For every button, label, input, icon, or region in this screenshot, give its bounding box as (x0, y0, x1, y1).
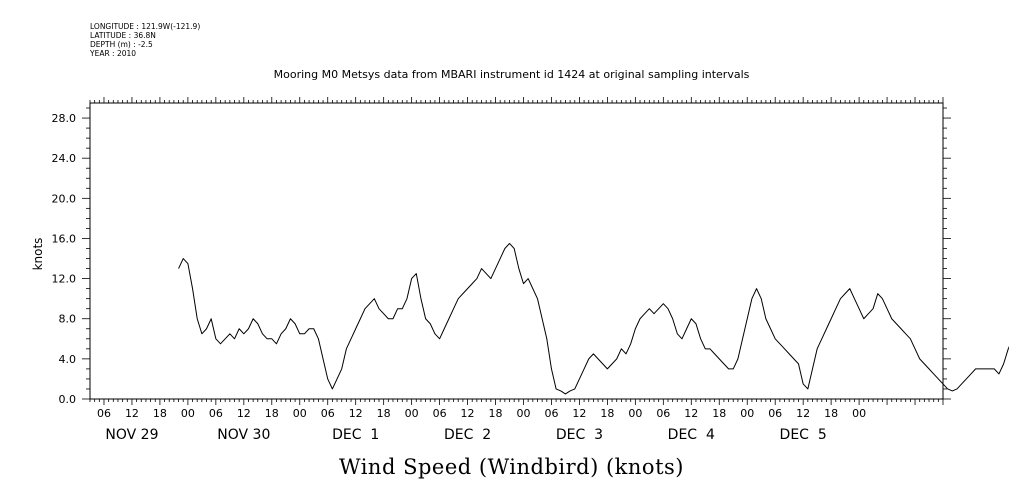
x-hour-tick-label: 00 (405, 407, 419, 420)
x-hour-tick-label: 06 (97, 407, 111, 420)
x-hour-tick-label: 00 (740, 407, 754, 420)
x-hour-tick-label: 18 (153, 407, 167, 420)
x-axis-title: Wind Speed (Windbird) (knots) (339, 455, 684, 479)
x-hour-tick-label: 12 (237, 407, 251, 420)
y-tick-label: 8.0 (59, 313, 77, 326)
x-hour-tick-label: 00 (516, 407, 530, 420)
metadata-block: LONGITUDE : 121.9W(-121.9) LATITUDE : 36… (90, 22, 200, 58)
x-hour-tick-label: 12 (684, 407, 698, 420)
x-hour-tick-label: 00 (852, 407, 866, 420)
y-tick-label: 16.0 (52, 232, 77, 245)
latitude-text: LATITUDE : 36.8N (90, 31, 156, 40)
x-hour-tick-label: 18 (712, 407, 726, 420)
y-tick-label: 4.0 (59, 353, 77, 366)
x-day-label: NOV 30 (217, 427, 270, 443)
y-axis-title: knots (31, 238, 45, 271)
depth-text: DEPTH (m) : -2.5 (90, 40, 153, 49)
longitude-text: LONGITUDE : 121.9W(-121.9) (90, 22, 201, 31)
y-tick-label: 0.0 (59, 393, 77, 406)
x-day-label: DEC 2 (444, 427, 491, 443)
y-tick-label: 12.0 (52, 273, 77, 286)
x-hour-tick-label: 06 (544, 407, 558, 420)
x-hour-tick-label: 12 (796, 407, 810, 420)
x-hour-tick-label: 06 (768, 407, 782, 420)
x-hour-tick-label: 12 (349, 407, 363, 420)
x-hour-tick-label: 12 (461, 407, 475, 420)
y-tick-label: 24.0 (52, 152, 77, 165)
year-text: YEAR : 2010 (90, 49, 137, 58)
plot-frame (89, 102, 944, 400)
x-hour-tick-label: 18 (489, 407, 503, 420)
y-tick-label: 28.0 (52, 112, 77, 125)
x-hour-tick-label: 18 (377, 407, 391, 420)
x-hour-tick-label: 18 (824, 407, 838, 420)
x-hour-tick-label: 12 (125, 407, 139, 420)
x-hour-tick-label: 06 (321, 407, 335, 420)
chart-title: Mooring M0 Metsys data from MBARI instru… (273, 68, 750, 81)
x-hour-tick-label: 00 (628, 407, 642, 420)
x-day-label: DEC 3 (556, 427, 603, 443)
y-tick-label: 20.0 (52, 192, 77, 205)
x-hour-tick-label: 12 (572, 407, 586, 420)
x-hour-tick-label: 06 (433, 407, 447, 420)
x-hour-tick-label: 18 (600, 407, 614, 420)
x-hour-tick-label: 06 (209, 407, 223, 420)
x-hour-tick-label: 06 (656, 407, 670, 420)
wind-speed-series-line (178, 242, 1009, 395)
x-day-label: NOV 29 (105, 427, 158, 443)
x-hour-tick-label: 18 (265, 407, 279, 420)
x-day-label: DEC 4 (668, 427, 715, 443)
x-day-label: DEC 1 (332, 427, 379, 443)
x-day-label: DEC 5 (780, 427, 827, 443)
x-hour-tick-label: 00 (181, 407, 195, 420)
x-hour-tick-label: 00 (293, 407, 307, 420)
